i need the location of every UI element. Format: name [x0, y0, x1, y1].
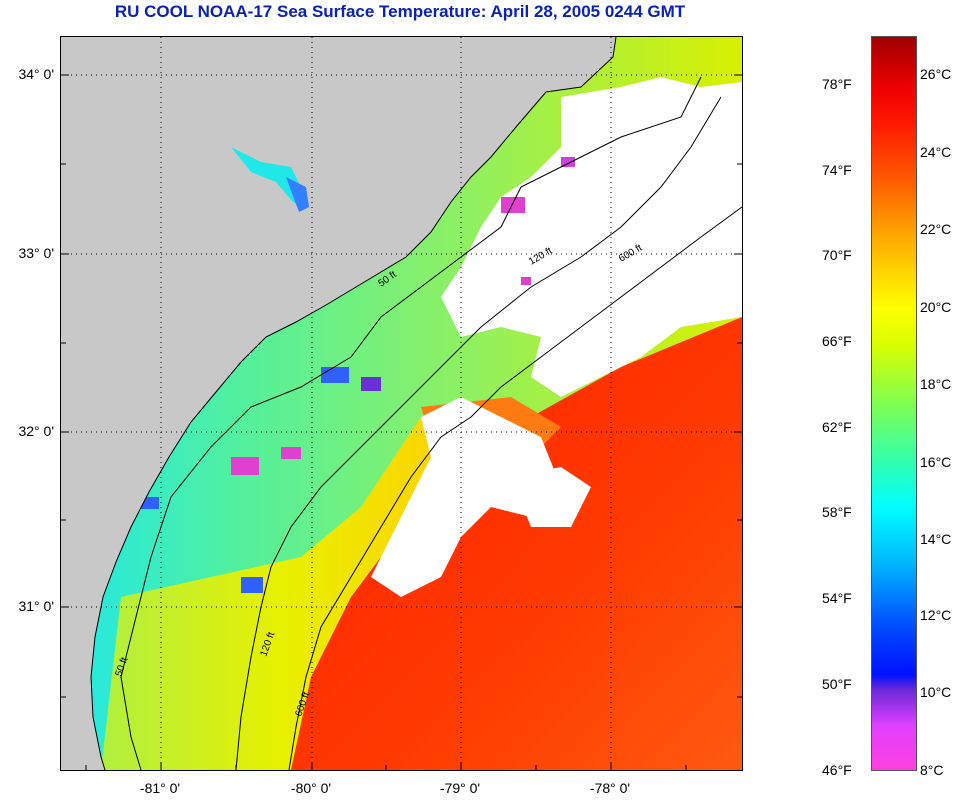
- lon-label-78: -78° 0': [589, 780, 631, 796]
- map-title: RU COOL NOAA-17 Sea Surface Temperature:…: [114, 2, 686, 21]
- colorbar-f-70: 70°F: [822, 247, 852, 263]
- inland-lake-lower: [286, 177, 309, 212]
- colorbar-f-46: 46°F: [822, 762, 852, 778]
- colorbar-c-26: 26°C: [920, 66, 952, 82]
- sst-map: 50 ft 120 ft 600 ft 50 ft 120 ft 600 ft: [60, 36, 743, 771]
- lat-label-32: 32° 0': [18, 423, 54, 439]
- sst-map-canvas: 50 ft 120 ft 600 ft 50 ft 120 ft 600 ft: [61, 37, 742, 770]
- colorbar-c-12: 12°C: [920, 607, 952, 623]
- map-ticks: [61, 74, 742, 770]
- coastline: [90, 37, 617, 770]
- lon-label-81: -81° 0': [139, 780, 181, 796]
- colorbar-f-66: 66°F: [822, 333, 852, 349]
- southern-shelf-water: [101, 417, 461, 770]
- colorbar-f-50: 50°F: [822, 676, 852, 692]
- colorbar-f-58: 58°F: [822, 504, 852, 520]
- colorbar-c-16: 16°C: [920, 454, 952, 470]
- colorbar-f-74: 74°F: [822, 162, 852, 178]
- isobath-120ft: [235, 96, 722, 770]
- land-mass: [61, 37, 616, 770]
- colorbar-c-18: 18°C: [920, 376, 952, 392]
- colorbar-c-20: 20°C: [920, 299, 952, 315]
- colorbar-c-14: 14°C: [920, 531, 952, 547]
- temperature-colorbar: [871, 36, 917, 771]
- graticule: [61, 37, 742, 770]
- lon-label-80: -80° 0': [290, 780, 332, 796]
- colorbar-f-54: 54°F: [822, 590, 852, 606]
- colorbar-f-78: 78°F: [822, 76, 852, 92]
- isobath-600ft: [288, 206, 742, 770]
- inland-lake: [231, 147, 306, 209]
- gulf-stream-water: [291, 317, 742, 770]
- colorbar-c-8: 8°C: [920, 762, 944, 778]
- lat-label-33: 33° 0': [18, 245, 54, 261]
- lon-label-79: -79° 0': [439, 780, 481, 796]
- lat-label-31: 31° 0': [18, 598, 54, 614]
- cloud-cover-central: [371, 397, 561, 597]
- lat-label-34: 34° 0': [18, 66, 54, 82]
- isobath-50ft: [120, 76, 702, 770]
- colorbar-c-24: 24°C: [920, 144, 952, 160]
- cloud-cover-east-gulf: [511, 467, 591, 527]
- cloud-cover-north: [441, 77, 742, 397]
- colorbar-f-62: 62°F: [822, 419, 852, 435]
- colorbar-c-22: 22°C: [920, 221, 952, 237]
- colorbar-c-10: 10°C: [920, 684, 952, 700]
